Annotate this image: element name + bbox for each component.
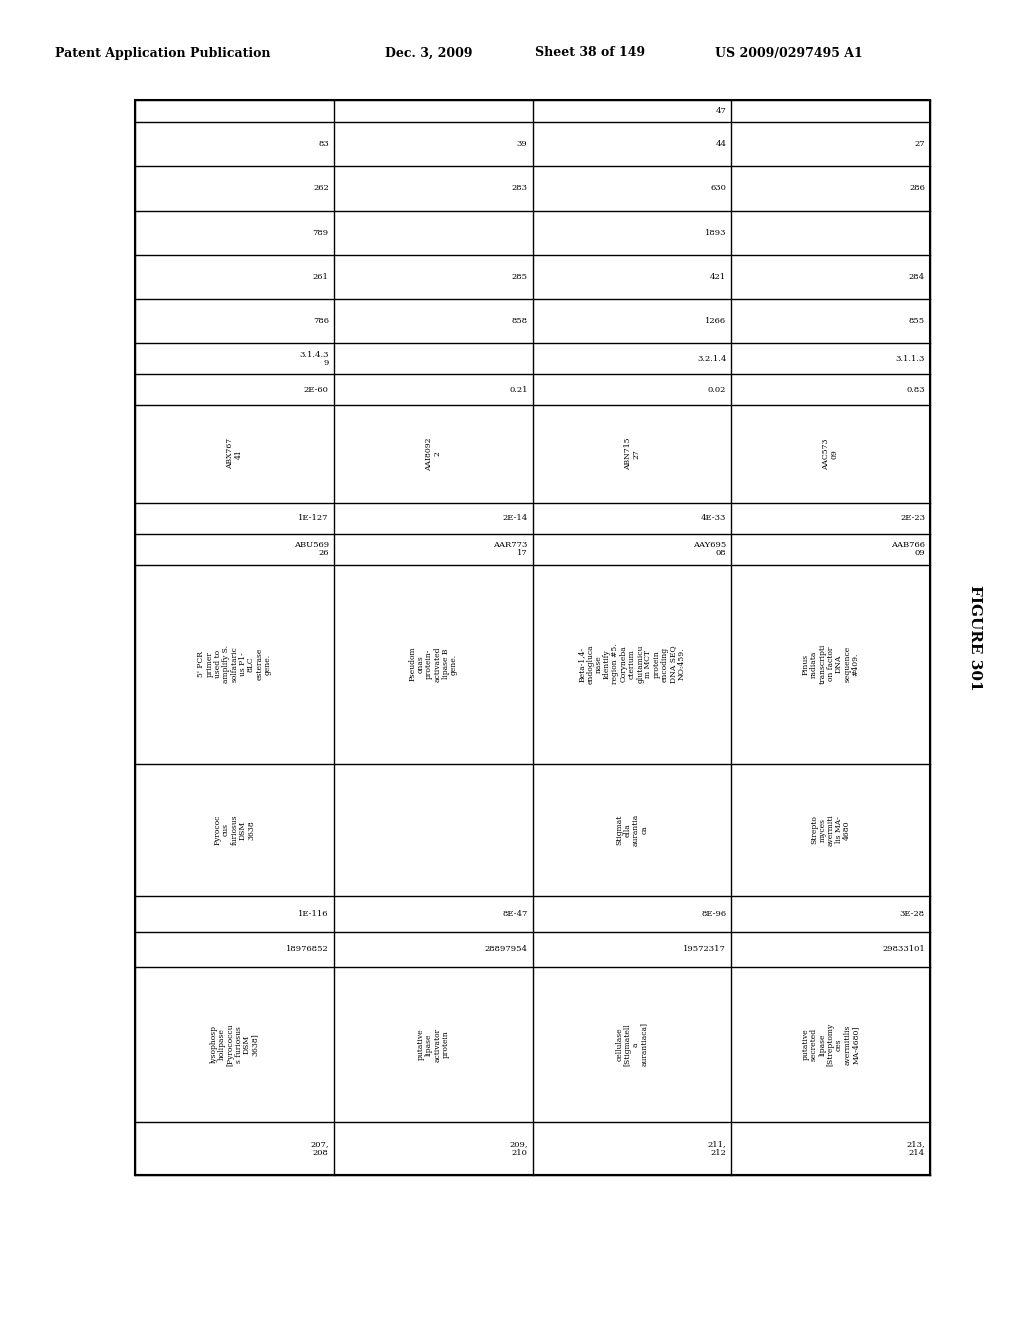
Text: putative
lipase
activator
protein: putative lipase activator protein	[417, 1027, 450, 1061]
Text: AAB766
09: AAB766 09	[891, 541, 925, 557]
Text: 27: 27	[914, 140, 925, 148]
Text: Sheet 38 of 149: Sheet 38 of 149	[535, 46, 645, 59]
Text: AAR773
17: AAR773 17	[494, 541, 527, 557]
Text: AAY695
08: AAY695 08	[693, 541, 726, 557]
Text: 44: 44	[715, 140, 726, 148]
Text: 3.1.1.3: 3.1.1.3	[896, 355, 925, 363]
Text: 3.1.4.3
9: 3.1.4.3 9	[299, 351, 329, 367]
Text: 19572317: 19572317	[683, 945, 726, 953]
Text: 1E-116: 1E-116	[298, 909, 329, 917]
Text: Pseudom
onas
protein-
activated
lipase B
gene.: Pseudom onas protein- activated lipase B…	[409, 647, 458, 682]
Text: 83: 83	[318, 140, 329, 148]
Text: 39: 39	[517, 140, 527, 148]
Text: 0.21: 0.21	[509, 385, 527, 393]
Text: US 2009/0297495 A1: US 2009/0297495 A1	[715, 46, 863, 59]
Text: 2E-60: 2E-60	[304, 385, 329, 393]
Text: 858: 858	[511, 317, 527, 325]
Text: 2E-14: 2E-14	[502, 513, 527, 521]
Text: 786: 786	[312, 317, 329, 325]
Text: 209,
210: 209, 210	[509, 1140, 527, 1156]
Text: 47: 47	[716, 107, 726, 115]
Text: 29833101: 29833101	[883, 945, 925, 953]
Text: 1E-127: 1E-127	[298, 513, 329, 521]
Text: 286: 286	[909, 185, 925, 193]
Text: 0.83: 0.83	[906, 385, 925, 393]
Text: ABX767
41: ABX767 41	[226, 438, 243, 470]
Text: 207,
208: 207, 208	[310, 1140, 329, 1156]
Text: 0.02: 0.02	[708, 385, 726, 393]
Text: putative
secreted
lipase
[Streptomy
ces
avermitilis
MA-4680]: putative secreted lipase [Streptomy ces …	[802, 1023, 859, 1067]
Text: 213,
214: 213, 214	[906, 1140, 925, 1156]
Text: 1893: 1893	[705, 228, 726, 236]
Text: Stigmat
ella
aurantia
ca: Stigmat ella aurantia ca	[615, 814, 648, 846]
Text: AAI8092
2: AAI8092 2	[425, 437, 441, 471]
Text: 789: 789	[312, 228, 329, 236]
Text: 262: 262	[313, 185, 329, 193]
Text: ABN715
27: ABN715 27	[624, 438, 640, 470]
Text: 211,
212: 211, 212	[708, 1140, 726, 1156]
Bar	[135, 100, 930, 1175]
Text: Beta-1,4-
endogluca
nase
Identify
region #5.
Coryneba
cterium
glutamicu
m MCT
pr: Beta-1,4- endogluca nase Identify region…	[579, 644, 686, 684]
Text: Dec. 3, 2009: Dec. 3, 2009	[385, 46, 472, 59]
Text: 4E-33: 4E-33	[700, 513, 726, 521]
Text: AAC573
09: AAC573 09	[822, 438, 839, 470]
Text: FIGURE 301: FIGURE 301	[968, 585, 982, 690]
Text: 855: 855	[909, 317, 925, 325]
Text: cellulase
[Stigmatell
a
aurantiaca]: cellulase [Stigmatell a aurantiaca]	[615, 1023, 648, 1067]
Text: 283: 283	[512, 185, 527, 193]
Text: 1266: 1266	[706, 317, 726, 325]
Text: 8E-47: 8E-47	[502, 909, 527, 917]
Text: 285: 285	[512, 273, 527, 281]
Text: Pyrococ
cus
furiosus
DSM
3638: Pyrococ cus furiosus DSM 3638	[214, 814, 255, 845]
Text: ABU569
26: ABU569 26	[294, 541, 329, 557]
Text: 284: 284	[909, 273, 925, 281]
Text: 2E-23: 2E-23	[900, 513, 925, 521]
Text: 5' PCR
primer
used to
amplify S.
solfataric
us P1-
8LC
esterase
gene.: 5' PCR primer used to amplify S. solfata…	[198, 645, 271, 682]
Text: 18976852: 18976852	[286, 945, 329, 953]
Text: 630: 630	[711, 185, 726, 193]
Text: Pinus
radiata
transcripti
on factor
DNA
sequence
#409.: Pinus radiata transcripti on factor DNA …	[802, 644, 859, 684]
Text: lysophosp
holipase
[Pyrococcu
s furiosus
DSM
3638]: lysophosp holipase [Pyrococcu s furiosus…	[210, 1023, 259, 1065]
Text: 3.2.1.4: 3.2.1.4	[697, 355, 726, 363]
Text: 421: 421	[710, 273, 726, 281]
Text: 261: 261	[313, 273, 329, 281]
Text: Patent Application Publication: Patent Application Publication	[55, 46, 270, 59]
Text: 3E-28: 3E-28	[900, 909, 925, 917]
Text: 8E-96: 8E-96	[701, 909, 726, 917]
Text: 28897954: 28897954	[484, 945, 527, 953]
Text: Strepto
myces
avermiti
lis MA-
4680: Strepto myces avermiti lis MA- 4680	[810, 814, 851, 846]
